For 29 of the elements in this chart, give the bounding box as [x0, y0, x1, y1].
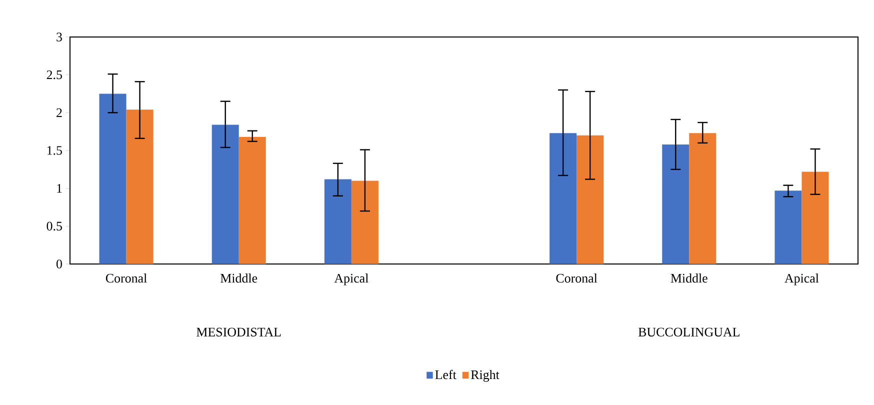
- bar: [802, 172, 829, 264]
- legend-label: Right: [471, 370, 500, 382]
- x-tick-label: Coronal: [106, 274, 147, 283]
- legend-label: Left: [435, 370, 456, 380]
- bar: [550, 133, 577, 264]
- bar: [689, 133, 716, 264]
- bar: [99, 94, 126, 264]
- y-tick-label: 0.5: [46, 222, 62, 231]
- y-tick-label: 3: [56, 32, 62, 42]
- bar: [324, 179, 352, 264]
- y-tick-label: 2: [56, 108, 62, 117]
- y-tick-label: 1.5: [47, 146, 62, 155]
- text: MESIODISTAL: [196, 328, 281, 336]
- bar: [238, 136, 266, 264]
- x-tick-label: Middle: [220, 274, 258, 283]
- x-tick-label: Coronal: [556, 274, 598, 283]
- y-tick-label: 0: [56, 260, 62, 268]
- bar: [662, 144, 690, 264]
- bar: [126, 110, 154, 264]
- y-tick-label: 2.5: [46, 70, 62, 80]
- bar: [212, 124, 239, 264]
- bar: [774, 190, 802, 264]
- x-tick-label: Apical: [334, 274, 368, 286]
- bar: [576, 135, 604, 264]
- x-tick-label: Apical: [784, 274, 819, 286]
- y-tick-label: 1: [57, 184, 62, 193]
- x-tick-label: Middle: [670, 274, 708, 283]
- bar: [351, 180, 378, 264]
- text: BUCCOLINGUAL: [638, 328, 740, 336]
